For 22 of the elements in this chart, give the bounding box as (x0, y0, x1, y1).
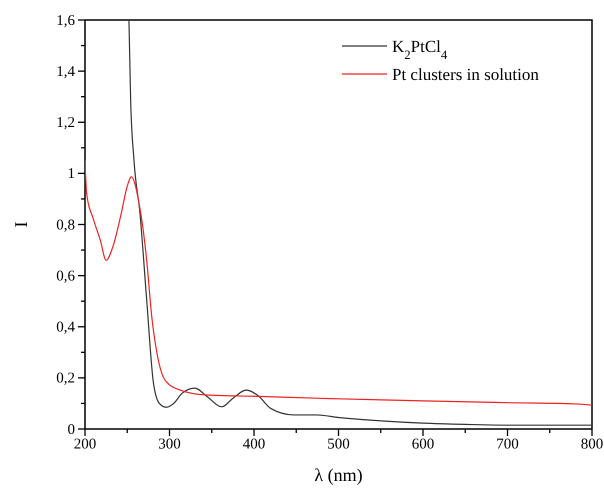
y-tick-label: 0,6 (56, 268, 76, 284)
y-tick-label: 1 (68, 166, 75, 182)
legend-label: Pt clusters in solution (392, 65, 540, 84)
x-tick-label: 800 (580, 436, 604, 453)
x-tick-label: 600 (412, 436, 434, 453)
line-series (85, 160, 592, 406)
x-tick-label: 700 (496, 436, 519, 453)
y-tick-label: 0,2 (56, 370, 75, 387)
y-tick-label: 0,8 (56, 217, 75, 234)
y-tick-label: 0,4 (56, 320, 76, 336)
y-tick-label: 1,6 (56, 12, 76, 29)
y-tick-label: 0 (68, 422, 75, 438)
x-tick-label: 500 (327, 436, 350, 453)
y-axis-title: I (11, 222, 31, 228)
line-series (128, 20, 592, 426)
legend-label: K$_{2}$PtCl$_{4}$ (392, 37, 448, 62)
x-tick-label: 300 (158, 436, 181, 453)
y-tick-label: 1,2 (56, 115, 75, 132)
x-tick-label: 200 (74, 436, 96, 453)
y-tick-label: 1,4 (56, 64, 76, 80)
x-tick-label: 400 (242, 436, 266, 453)
x-axis-title: λ (nm) (314, 465, 363, 485)
